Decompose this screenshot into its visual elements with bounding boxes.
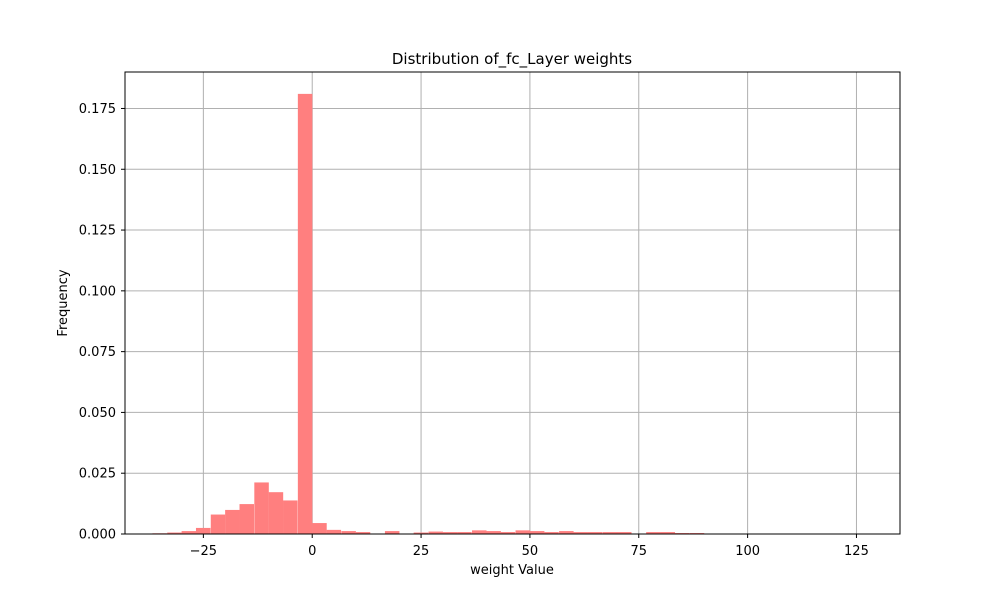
histogram-bar xyxy=(516,530,530,534)
y-axis-title: Frequency xyxy=(56,269,71,336)
grid-layer xyxy=(125,72,900,534)
x-tick-label: −25 xyxy=(190,544,217,559)
x-axis-ticks: −25 0 25 50 75 100 125 xyxy=(190,534,869,559)
bars-layer xyxy=(152,94,718,534)
histogram-bar xyxy=(298,94,312,534)
y-tick-label: 0.150 xyxy=(79,163,116,178)
x-tick-label: 125 xyxy=(844,544,869,559)
x-tick-label: 25 xyxy=(413,544,430,559)
histogram-bar xyxy=(211,515,225,534)
y-tick-label: 0.025 xyxy=(79,467,116,482)
histogram-bar xyxy=(472,530,486,534)
x-tick-label: 0 xyxy=(308,544,316,559)
y-tick-label: 0.075 xyxy=(79,345,116,360)
histogram-bar xyxy=(225,510,239,534)
histogram-bar xyxy=(254,482,268,534)
histogram-bar xyxy=(196,528,210,534)
plot-frame xyxy=(125,72,900,534)
y-tick-label: 0.000 xyxy=(79,528,116,543)
x-tick-label: 100 xyxy=(735,544,760,559)
y-axis-ticks: 0.000 0.025 0.050 0.075 0.100 0.125 0.150 0.175 xyxy=(79,102,125,543)
histogram-bar xyxy=(283,500,297,534)
y-tick-label: 0.175 xyxy=(79,102,116,117)
chart-title: Distribution of_fc_Layer weights xyxy=(392,50,632,69)
histogram-bar xyxy=(327,530,341,534)
histogram-bar xyxy=(269,492,283,534)
x-tick-label: 75 xyxy=(630,544,647,559)
histogram-bar xyxy=(312,523,326,534)
y-tick-label: 0.050 xyxy=(79,406,116,421)
histogram-bar xyxy=(240,504,254,534)
x-axis-title: weight Value xyxy=(470,563,554,578)
y-tick-label: 0.125 xyxy=(79,224,116,239)
x-tick-label: 50 xyxy=(522,544,539,559)
y-tick-label: 0.100 xyxy=(79,284,116,299)
